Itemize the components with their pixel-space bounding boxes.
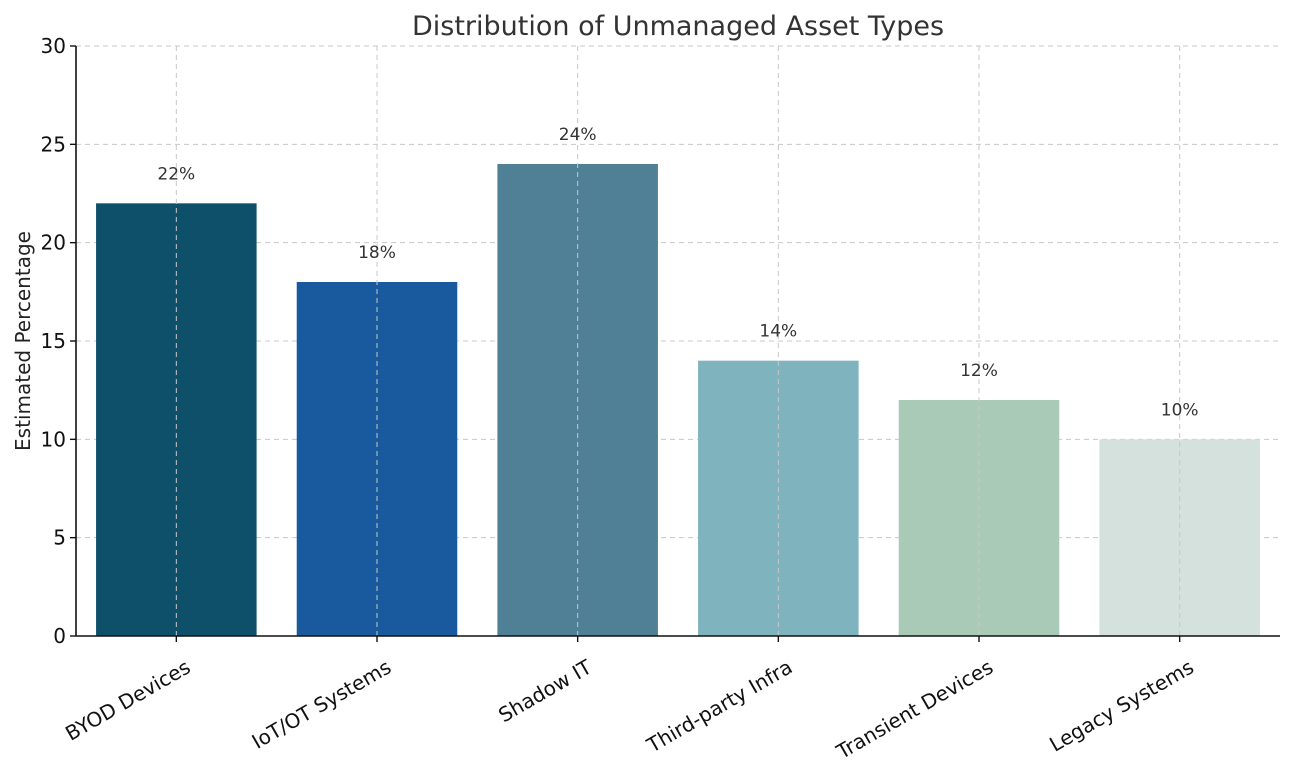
y-tick-label: 25 xyxy=(41,132,66,156)
bar-value-label: 22% xyxy=(157,164,195,184)
x-tick-label: BYOD Devices xyxy=(61,655,194,746)
y-tick-label: 10 xyxy=(41,427,66,451)
y-axis-label: Estimated Percentage xyxy=(11,231,35,451)
bar-value-label: 10% xyxy=(1161,400,1199,420)
bar-value-label: 24% xyxy=(559,125,597,145)
bar-value-label: 18% xyxy=(358,243,396,263)
axes xyxy=(70,45,1280,642)
x-tick-label: IoT/OT Systems xyxy=(248,655,395,754)
y-tick-label: 15 xyxy=(41,329,66,353)
y-tick-label: 30 xyxy=(41,34,66,58)
x-tick-label: Legacy Systems xyxy=(1045,655,1198,757)
y-tick-label: 20 xyxy=(41,231,66,255)
chart-title: Distribution of Unmanaged Asset Types xyxy=(412,11,944,42)
bar-value-label: 12% xyxy=(960,361,998,381)
x-tick-label: Shadow IT xyxy=(494,654,596,727)
bar-value-label: 14% xyxy=(759,322,797,342)
gridlines xyxy=(76,45,1280,637)
x-tick-label: Third-party Infra xyxy=(642,655,797,758)
y-tick-label: 5 xyxy=(53,526,66,550)
y-tick-label: 0 xyxy=(53,624,66,648)
bars xyxy=(96,164,1260,637)
x-tick-label: Transient Devices xyxy=(831,655,997,764)
